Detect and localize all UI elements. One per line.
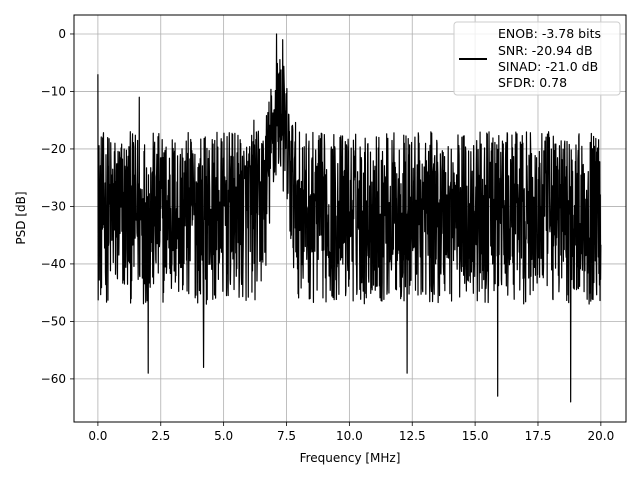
x-tick-label: 2.5 <box>151 429 170 443</box>
x-tick-label: 10.0 <box>336 429 363 443</box>
x-tick-label: 20.0 <box>587 429 614 443</box>
y-tick-label: 0 <box>58 27 66 41</box>
x-tick-label: 17.5 <box>525 429 552 443</box>
legend-entry-sinad: SINAD: -21.0 dB <box>498 59 598 74</box>
y-tick-label: −30 <box>41 199 66 213</box>
x-tick-label: 5.0 <box>214 429 233 443</box>
y-tick-label: −60 <box>41 372 66 386</box>
y-tick-label: −10 <box>41 84 66 98</box>
y-tick-label: −20 <box>41 142 66 156</box>
x-tick-label: 7.5 <box>277 429 296 443</box>
psd-series <box>97 33 602 403</box>
legend-entry-sfdr: SFDR: 0.78 <box>498 75 567 90</box>
y-tick-label: −50 <box>41 314 66 328</box>
x-axis-label: Frequency [MHz] <box>300 451 401 465</box>
legend: ENOB: -3.78 bits SNR: -20.94 dB SINAD: -… <box>453 21 621 96</box>
psd-trace <box>97 33 602 403</box>
x-axis-ticks: 0.0 2.5 5.0 7.5 10.0 12.5 15.0 17.5 20.0 <box>88 422 614 443</box>
x-tick-label: 0.0 <box>88 429 107 443</box>
plot-frame <box>73 14 627 423</box>
x-tick-label: 15.0 <box>462 429 489 443</box>
legend-entry-snr: SNR: -20.94 dB <box>498 43 593 58</box>
y-axis-ticks: 0 −10 −20 −30 −40 −50 −60 <box>41 27 74 386</box>
x-tick-label: 12.5 <box>399 429 426 443</box>
legend-entry-enob: ENOB: -3.78 bits <box>498 26 601 41</box>
y-axis-label: PSD [dB] <box>14 191 28 244</box>
y-tick-label: −40 <box>41 257 66 271</box>
legend-box <box>453 21 621 96</box>
